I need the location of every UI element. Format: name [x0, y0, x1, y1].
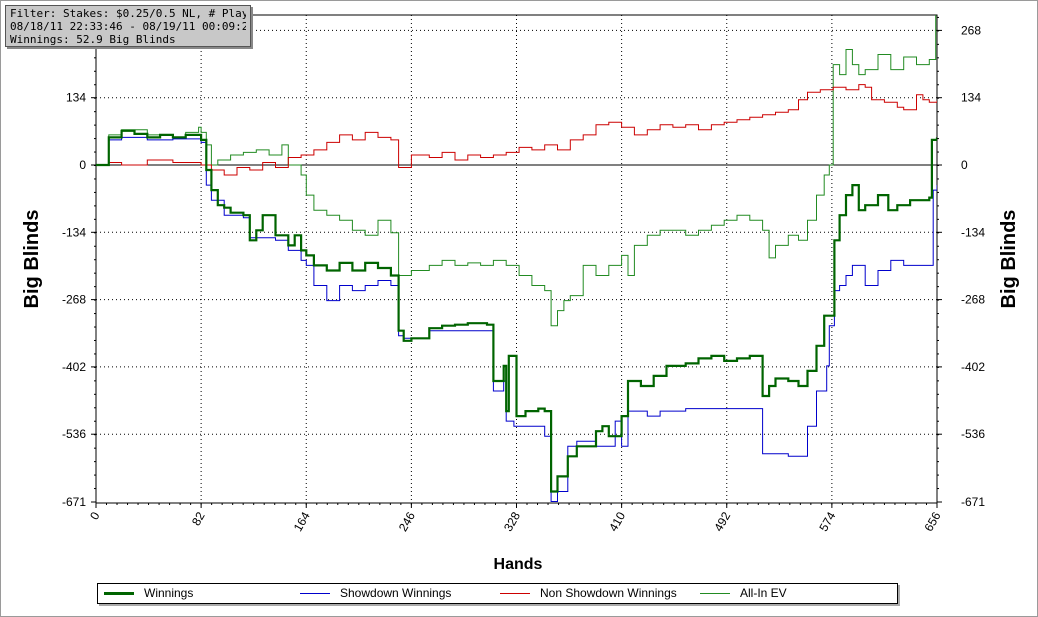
- y-tick-label-right: -268: [961, 293, 985, 307]
- date-range-line: 08/18/11 22:33:46 - 08/19/11 00:09:21: [10, 20, 246, 33]
- x-tick-label: 82: [189, 509, 208, 528]
- series-line-non-showdown-winnings: [96, 84, 937, 176]
- x-tick-label: 164: [291, 509, 313, 534]
- x-axis-title: Hands: [494, 556, 543, 573]
- y-axis-title-left: Big Blinds: [21, 210, 43, 309]
- legend-swatch: [700, 593, 730, 594]
- x-tick-label: 656: [921, 509, 943, 534]
- y-axis-title-right: Big Blinds: [998, 210, 1020, 309]
- y-tick-label-left: 0: [79, 158, 86, 172]
- legend-swatch: [300, 593, 330, 594]
- x-tick-label: 0: [87, 509, 103, 522]
- y-tick-label-left: -671: [62, 495, 86, 509]
- x-tick-label: 246: [396, 509, 418, 534]
- y-tick-label-right: 134: [961, 91, 981, 105]
- y-tick-label-left: -536: [62, 427, 86, 441]
- y-tick-label-left: -134: [62, 225, 86, 239]
- filter-line: Filter: Stakes: $0.25/0.5 NL, # Players: [10, 7, 246, 20]
- y-tick-label-right: -134: [961, 225, 985, 239]
- y-tick-label-right: -402: [961, 360, 985, 374]
- y-tick-label-right: 0: [961, 158, 968, 172]
- legend-label: Winnings: [144, 586, 194, 600]
- filter-info-box: Filter: Stakes: $0.25/0.5 NL, # Players …: [5, 5, 251, 47]
- y-tick-label-left: -268: [62, 293, 86, 307]
- y-tick-label-left: -402: [62, 360, 86, 374]
- legend-label: All-In EV: [740, 586, 787, 600]
- x-tick-label: 492: [711, 509, 733, 534]
- series-line-all-in-ev: [96, 15, 937, 327]
- legend-swatch: [104, 592, 134, 595]
- y-tick-label-left: 134: [66, 91, 86, 105]
- legend: Winnings Showdown Winnings Non Showdown …: [97, 583, 898, 604]
- legend-label: Showdown Winnings: [340, 586, 452, 600]
- series-layer: [96, 15, 937, 502]
- winnings-summary-line: Winnings: 52.9 Big Blinds: [10, 33, 176, 46]
- x-tick-label: 410: [606, 509, 628, 534]
- x-tick-label: 574: [816, 509, 838, 534]
- y-tick-label-right: -671: [961, 495, 985, 509]
- legend-swatch: [500, 593, 530, 594]
- y-tick-label-right: 268: [961, 23, 981, 37]
- y-tick-label-right: -536: [961, 427, 985, 441]
- legend-label: Non Showdown Winnings: [540, 586, 677, 600]
- x-tick-label: 328: [501, 509, 523, 534]
- series-line-winnings: [96, 129, 937, 493]
